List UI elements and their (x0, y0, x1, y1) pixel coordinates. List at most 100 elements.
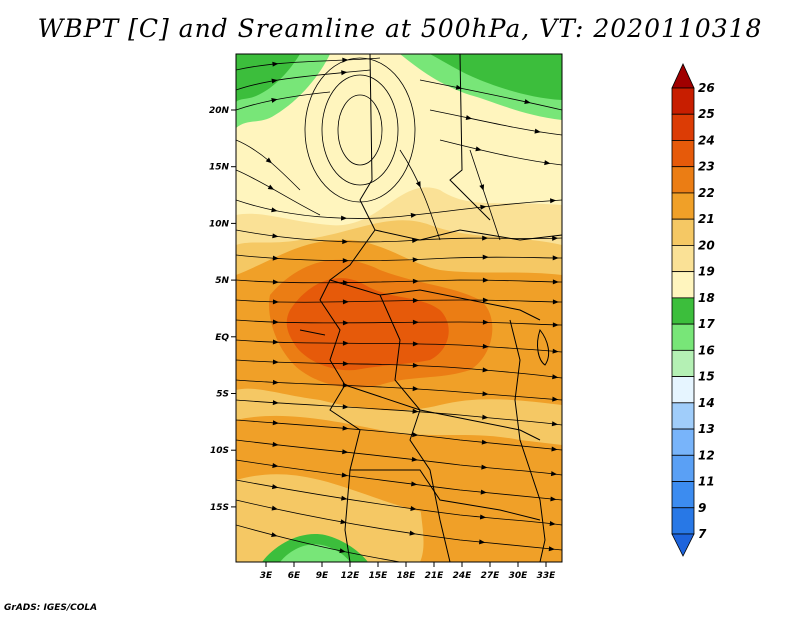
colorbar-segment (671, 481, 695, 509)
lat-tick-label: 20N (209, 106, 230, 116)
streamline-arrow (552, 279, 559, 285)
lat-tick-label: 15N (209, 163, 230, 173)
colorbar-segment (671, 349, 695, 377)
streamline-arrow (341, 215, 348, 221)
streamline-arrow (341, 495, 348, 501)
streamline-arrow (482, 391, 489, 397)
streamline-arrow (552, 374, 559, 380)
lon-tick-label: 21E (425, 571, 445, 581)
streamline-arrow (412, 341, 419, 347)
colorbar-label: 15 (698, 370, 715, 384)
colorbar-label: 7 (698, 527, 707, 541)
colorbar-segment (671, 63, 695, 89)
streamline-arrow (550, 471, 558, 477)
streamline-arrow (412, 278, 419, 284)
colorbar: 26 25 24 23 22 21 20 19 18 17 16 15 14 13 12 11 9 7 (671, 63, 715, 557)
country-borders (299, 54, 562, 562)
chart-title: WBPT [C] and Sreamline at 500hPa, VT: 20… (37, 14, 763, 43)
lon-tick-label: 6E (288, 571, 301, 581)
wbpt-shading (236, 54, 562, 562)
lon-tick-label: 33E (537, 571, 557, 581)
streamline-arrow (549, 521, 556, 526)
colorbar-segment (671, 323, 695, 351)
streamline-arrow (271, 505, 278, 511)
streamline-arrow (482, 235, 489, 241)
streamline-arrow (552, 299, 559, 305)
colorbar-label: 22 (698, 186, 715, 200)
colorbar-segment (671, 192, 695, 220)
lon-tick-label: 30E (509, 571, 529, 581)
lon-tick-label: 18E (397, 571, 417, 581)
colorbar-segment (671, 140, 695, 168)
streamline-arrow (550, 496, 557, 502)
grads-credit: GrADS: IGES/COLA (4, 603, 98, 613)
streamline-arrow (550, 198, 557, 204)
streamline-arrow (342, 425, 349, 431)
streamline-arrow (267, 184, 275, 190)
colorbar-label: 11 (698, 475, 715, 489)
streamline-arrow (271, 532, 278, 538)
colorbar-segment (671, 428, 695, 456)
streamline-arrow (482, 367, 489, 373)
streamline-arrow (341, 472, 348, 478)
colorbar-segment (671, 402, 695, 430)
colorbar-label: 21 (698, 212, 715, 226)
colorbar-segment (671, 507, 695, 535)
streamline-arrow (342, 449, 349, 455)
streamline-arrow (342, 299, 349, 305)
streamline-arrow (342, 361, 349, 367)
streamline-arrow (342, 340, 349, 346)
streamline-arrow (551, 446, 558, 452)
streamline-arrow (272, 61, 279, 67)
streamline-arrow (341, 70, 348, 76)
lon-tick-label: 9E (316, 571, 329, 581)
streamline-arrow (411, 481, 418, 487)
streamline-arrow (271, 207, 278, 213)
colorbar-label: 25 (698, 107, 715, 121)
streamline-arrow (339, 548, 346, 554)
colorbar-segment (671, 454, 695, 482)
streamline-arrow (271, 97, 278, 103)
colorbar-label: 23 (698, 160, 715, 174)
colorbar-segment (671, 218, 695, 246)
colorbar-segment (671, 376, 695, 404)
streamline-arrow (415, 181, 421, 188)
lon-tick-label: 27E (481, 571, 501, 581)
colorbar-segment (671, 87, 695, 115)
streamline-arrow (482, 343, 489, 349)
streamline-arrow (410, 505, 417, 511)
streamline-arrow (551, 421, 559, 427)
streamline-arrow (412, 257, 419, 263)
streamline-arrow (482, 297, 489, 303)
streamline-arrow (412, 408, 419, 414)
colorbar-label: 9 (698, 501, 706, 515)
streamline-arrow (482, 319, 489, 325)
streamline-arrow (272, 359, 279, 365)
map-frame (235, 53, 563, 563)
streamline-arrow (272, 400, 279, 406)
streamline-arrow (544, 160, 551, 166)
streamline-arrow (480, 489, 487, 495)
colorbar-label: 26 (698, 81, 715, 95)
latitude-axis: 20N 15N 10N 5N EQ 5S 10S 15S (209, 106, 236, 513)
streamline-arrow (524, 99, 531, 104)
lon-tick-label: 24E (453, 571, 473, 581)
colorbar-label: 18 (698, 291, 715, 305)
lat-tick-label: 15S (210, 503, 229, 513)
colorbar-segment (671, 533, 695, 557)
streamline-arrow (479, 514, 487, 520)
colorbar-segment (671, 245, 695, 273)
lon-tick-label: 15E (369, 571, 389, 581)
colorbar-label: 20 (698, 238, 715, 252)
lon-tick-label: 12E (341, 571, 361, 581)
streamline-arrow (552, 396, 559, 402)
streamline-arrow (481, 464, 488, 470)
colorbar-label: 12 (698, 448, 715, 462)
streamline-arrow (412, 297, 419, 303)
streamline-arrow (548, 546, 555, 552)
streamline-arrow (272, 420, 279, 426)
streamline-arrow (534, 128, 541, 134)
streamline-arrow (272, 279, 279, 285)
streamline-arrow (409, 530, 416, 536)
